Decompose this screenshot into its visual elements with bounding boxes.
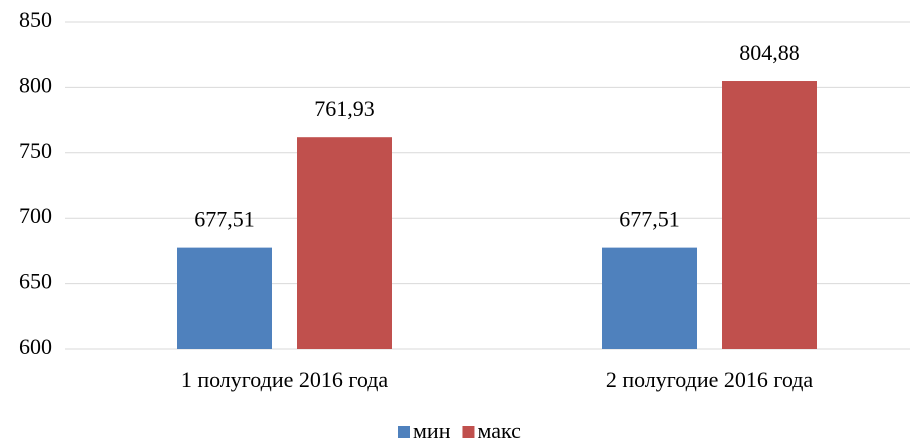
bar bbox=[602, 247, 697, 349]
data-label: 677,51 bbox=[194, 207, 255, 232]
bar bbox=[177, 247, 272, 349]
data-label: 677,51 bbox=[619, 207, 680, 232]
y-tick-label: 750 bbox=[19, 138, 52, 163]
data-label: 761,93 bbox=[314, 96, 375, 121]
x-tick-label: 1 полугодие 2016 года bbox=[181, 367, 389, 392]
data-label: 804,88 bbox=[739, 40, 800, 65]
y-tick-label: 600 bbox=[19, 334, 52, 359]
legend-swatch bbox=[462, 426, 475, 438]
legend-swatch bbox=[398, 426, 410, 438]
bar bbox=[297, 137, 392, 349]
y-tick-label: 800 bbox=[19, 72, 52, 97]
y-tick-label: 700 bbox=[19, 203, 52, 228]
y-tick-label: 850 bbox=[19, 7, 52, 32]
y-tick-label: 650 bbox=[19, 269, 52, 294]
legend-label: макс bbox=[477, 418, 521, 443]
x-tick-label: 2 полугодие 2016 года bbox=[606, 367, 814, 392]
bar bbox=[722, 81, 817, 349]
legend-label: мин bbox=[413, 418, 451, 443]
